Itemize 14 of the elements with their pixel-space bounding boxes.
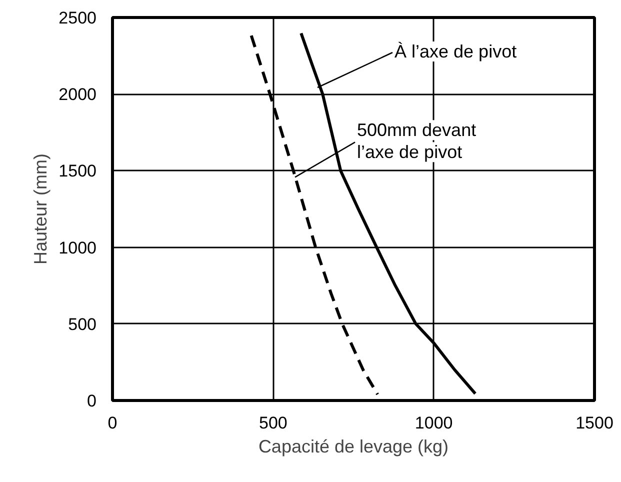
annotation: 500mm devant l’axe de pivot <box>357 120 476 162</box>
x-tick-label: 500 <box>258 414 288 432</box>
annotation: À l’axe de pivot <box>394 42 517 62</box>
x-tick-label: 1000 <box>414 414 453 432</box>
y-tick-label: 1500 <box>58 162 97 181</box>
y-axis-title: Hauteur (mm) <box>30 153 51 265</box>
x-axis-title: Capacité de levage (kg) <box>258 436 449 456</box>
x-tick-label: 0 <box>108 414 118 432</box>
x-tick-label: 1500 <box>576 414 614 432</box>
y-tick-label: 0 <box>87 392 97 410</box>
y-tick-label: 2500 <box>58 8 97 28</box>
y-tick-label: 2000 <box>58 85 97 104</box>
y-tick-label: 1000 <box>58 238 97 258</box>
y-tick-label: 500 <box>68 314 97 334</box>
